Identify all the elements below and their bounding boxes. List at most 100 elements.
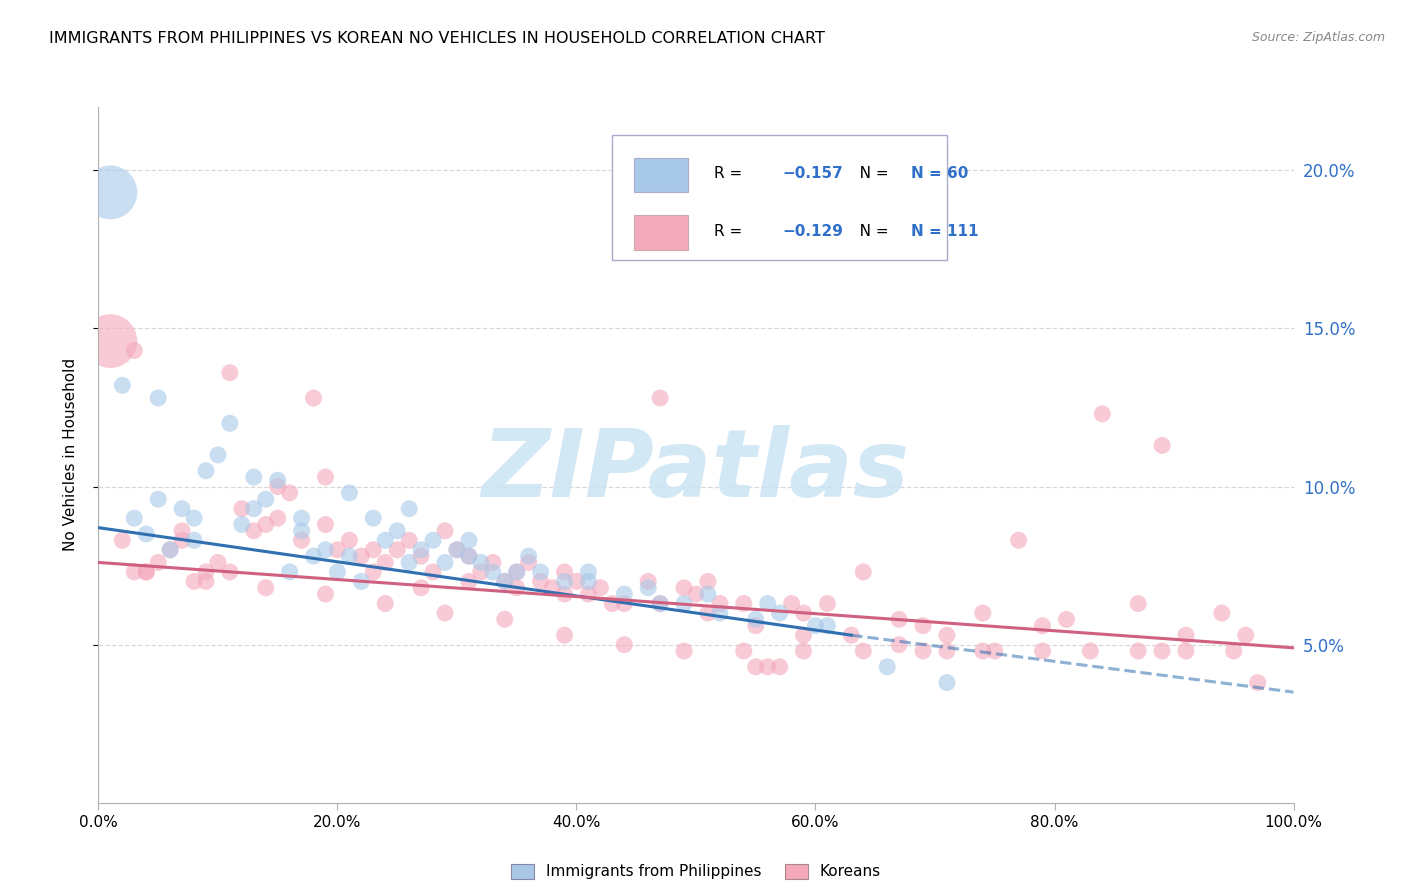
Text: N = 111: N = 111 xyxy=(911,224,979,239)
Point xyxy=(912,618,935,632)
Point xyxy=(434,606,457,620)
Point xyxy=(506,565,529,579)
Point xyxy=(1128,597,1150,611)
Point xyxy=(1056,612,1078,626)
Point xyxy=(745,660,768,674)
Point xyxy=(650,597,672,611)
Point xyxy=(278,565,301,579)
Point xyxy=(111,533,134,548)
Point xyxy=(769,660,792,674)
Point xyxy=(434,556,457,570)
Text: N = 60: N = 60 xyxy=(911,166,969,181)
Point xyxy=(733,644,755,658)
Point xyxy=(172,533,194,548)
Point xyxy=(219,565,242,579)
Point xyxy=(458,574,481,589)
FancyBboxPatch shape xyxy=(634,158,688,193)
Point xyxy=(912,644,935,658)
Point xyxy=(339,533,361,548)
Point xyxy=(482,565,505,579)
Point xyxy=(817,618,839,632)
Point xyxy=(506,581,529,595)
Point xyxy=(315,517,337,532)
Point xyxy=(398,501,420,516)
Point xyxy=(315,587,337,601)
Point xyxy=(458,533,481,548)
Point xyxy=(554,587,576,601)
Point xyxy=(554,565,576,579)
Point xyxy=(984,644,1007,658)
Point xyxy=(936,628,959,642)
Point xyxy=(530,565,553,579)
Point xyxy=(745,612,768,626)
Point xyxy=(195,565,218,579)
Point xyxy=(267,479,290,493)
Point xyxy=(1091,407,1114,421)
Point xyxy=(1211,606,1233,620)
Point xyxy=(517,549,540,563)
Point xyxy=(817,597,839,611)
Point xyxy=(1152,438,1174,452)
Point xyxy=(254,581,277,595)
Point xyxy=(291,511,314,525)
Point xyxy=(972,644,994,658)
Point xyxy=(195,464,218,478)
Point xyxy=(650,391,672,405)
Point xyxy=(254,517,277,532)
Point xyxy=(1175,628,1198,642)
Point xyxy=(673,644,696,658)
Point xyxy=(422,533,444,548)
Point xyxy=(172,501,194,516)
Point xyxy=(780,597,803,611)
Point xyxy=(135,527,157,541)
Text: R =: R = xyxy=(714,224,747,239)
Point xyxy=(517,556,540,570)
Point xyxy=(183,511,205,525)
Text: N =: N = xyxy=(845,224,894,239)
Point xyxy=(98,186,122,200)
Point xyxy=(565,574,588,589)
Point xyxy=(972,606,994,620)
Point xyxy=(852,644,875,658)
Point xyxy=(697,606,720,620)
Point xyxy=(98,334,122,348)
Point xyxy=(578,574,600,589)
Point xyxy=(709,606,731,620)
Point xyxy=(183,574,205,589)
Point xyxy=(183,533,205,548)
Point xyxy=(745,618,768,632)
Text: ZIPatlas: ZIPatlas xyxy=(482,425,910,516)
Point xyxy=(363,511,385,525)
Point xyxy=(589,581,612,595)
Point xyxy=(889,612,911,626)
Point xyxy=(219,366,242,380)
Point xyxy=(339,486,361,500)
Point xyxy=(326,565,349,579)
Point xyxy=(613,638,636,652)
Point xyxy=(446,542,468,557)
Point xyxy=(756,597,779,611)
Point xyxy=(673,597,696,611)
Point xyxy=(363,565,385,579)
Point xyxy=(111,378,134,392)
Legend: Immigrants from Philippines, Koreans: Immigrants from Philippines, Koreans xyxy=(505,857,887,886)
Point xyxy=(124,343,146,358)
Point xyxy=(637,574,659,589)
Point xyxy=(1080,644,1102,658)
Point xyxy=(159,542,181,557)
Point xyxy=(482,556,505,570)
Point xyxy=(541,581,564,595)
Point xyxy=(889,638,911,652)
Point xyxy=(374,597,396,611)
Point xyxy=(733,597,755,611)
Point xyxy=(339,549,361,563)
Point xyxy=(841,628,863,642)
Point xyxy=(267,473,290,487)
Point xyxy=(876,660,898,674)
Point xyxy=(374,533,396,548)
Point xyxy=(135,565,157,579)
Point xyxy=(470,565,492,579)
Point xyxy=(385,542,409,557)
FancyBboxPatch shape xyxy=(613,135,948,260)
Point xyxy=(302,549,325,563)
